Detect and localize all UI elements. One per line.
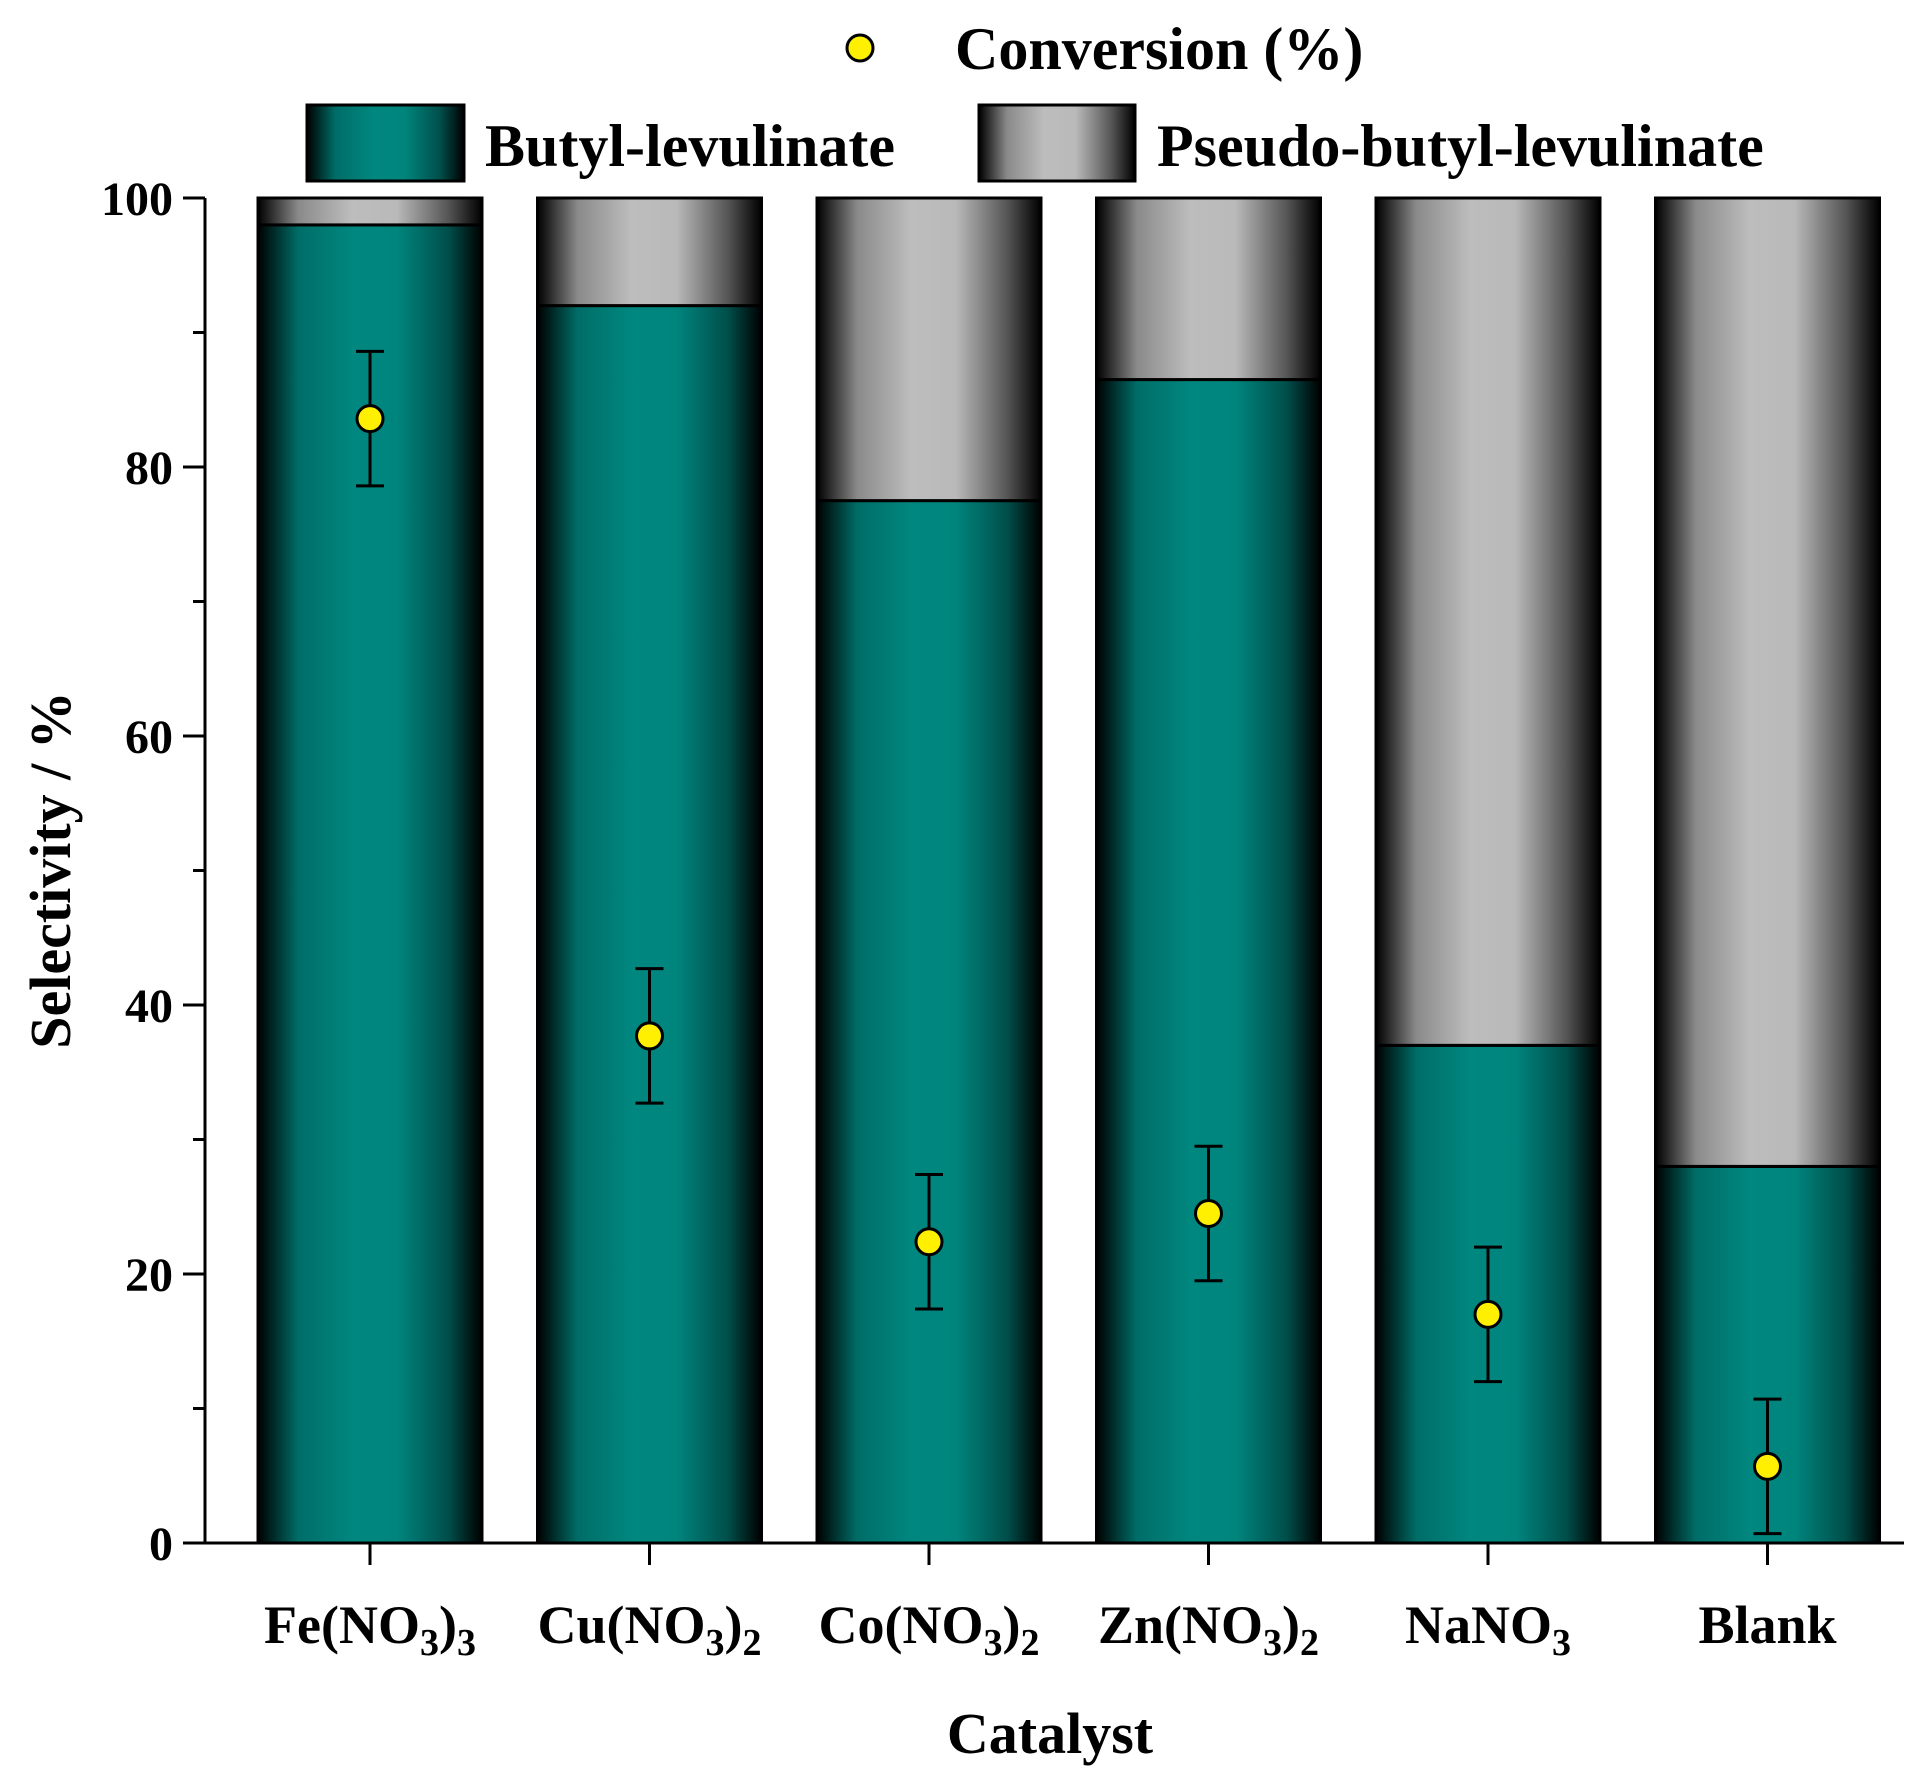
- conversion-point: [1753, 1451, 1782, 1481]
- legend-pseudo-butyl-levulinate-swatch: [977, 103, 1137, 183]
- x-tick-label: Blank: [1698, 1595, 1836, 1655]
- legend-pseudo-butyl-levulinate-label: Pseudo-butyl-levulinate: [1157, 113, 1764, 179]
- x-tick-label-part: ): [439, 1595, 457, 1655]
- x-tick-label: Cu(NO3)2: [538, 1595, 762, 1664]
- bar-pseudo-butyl-levulinate: [1374, 196, 1602, 1047]
- y-tick-label: 80: [125, 442, 173, 495]
- x-tick-label-subscript: 3: [1263, 1622, 1282, 1664]
- x-tick-label-subscript: 3: [457, 1622, 476, 1664]
- bars-layer: [256, 196, 1881, 1545]
- bar-pseudo-butyl-levulinate: [815, 196, 1043, 503]
- bar-pseudo-butyl-levulinate: [1095, 196, 1322, 382]
- legend-butyl-levulinate-swatch: [305, 103, 466, 183]
- conversion-point: [1473, 1299, 1503, 1329]
- legend-item-butyl-levulinate: Butyl-levulinate: [305, 103, 895, 183]
- x-tick-label-subscript: 3: [1552, 1622, 1571, 1664]
- conversion-point: [914, 1227, 944, 1257]
- x-tick-label-subscript: 3: [706, 1622, 725, 1664]
- x-tick-label-part: Fe(NO: [264, 1595, 420, 1655]
- legend-conversion-marker: [845, 33, 875, 63]
- legend-butyl-levulinate-label: Butyl-levulinate: [485, 113, 895, 179]
- bar-pseudo-butyl-levulinate: [256, 196, 484, 227]
- y-tick-label: 40: [125, 980, 173, 1033]
- y-tick-label: 20: [125, 1249, 173, 1302]
- conversion-points-layer: [355, 349, 1782, 1536]
- x-tick-label-part: Co(NO: [819, 1595, 984, 1655]
- x-tick-label: NaNO3: [1405, 1595, 1571, 1664]
- conversion-point: [635, 1021, 664, 1051]
- y-ticks: 0 20 40 60 80 100: [101, 173, 205, 1571]
- legend-item-conversion: Conversion (%): [845, 16, 1363, 82]
- bar-butyl-levulinate: [536, 304, 763, 1545]
- y-tick-label: 100: [101, 173, 173, 226]
- legend-item-pseudo-butyl-levulinate: Pseudo-butyl-levulinate: [977, 103, 1764, 183]
- x-tick-label-part: ): [725, 1595, 743, 1655]
- y-tick-label: 0: [149, 1518, 173, 1571]
- bar-butyl-levulinate: [815, 499, 1043, 1545]
- bar-pseudo-butyl-levulinate: [1654, 196, 1881, 1168]
- x-tick-label: Co(NO3)2: [819, 1595, 1040, 1664]
- y-axis-title: Selectivity / %: [18, 691, 83, 1049]
- y-tick-label: 60: [125, 711, 173, 764]
- x-tick-label-subscript: 2: [1300, 1622, 1319, 1664]
- bar-pseudo-butyl-levulinate: [536, 196, 763, 308]
- x-tick-label-part: ): [1282, 1595, 1300, 1655]
- legend-conversion-label: Conversion (%): [955, 16, 1363, 82]
- x-tick-label: Zn(NO3)2: [1098, 1595, 1319, 1664]
- conversion-point: [1194, 1198, 1223, 1228]
- x-axis-title: Catalyst: [947, 1701, 1154, 1766]
- x-tick-label-part: Cu(NO: [538, 1595, 706, 1655]
- x-tick-label-part: NaNO: [1405, 1595, 1552, 1655]
- legend: Conversion (%) Butyl-levulinate Pseudo-b…: [305, 16, 1764, 183]
- x-ticks: Fe(NO3)3 Cu(NO3)2 Co(NO3)2 Zn(NO3)2 NaNO3 Bla…: [264, 1543, 1837, 1664]
- x-tick-label-subscript: 3: [420, 1622, 439, 1664]
- x-tick-label-part: Blank: [1698, 1595, 1836, 1655]
- x-tick-label: Fe(NO3)3: [264, 1595, 476, 1664]
- bar-butyl-levulinate: [1095, 378, 1322, 1545]
- x-tick-label-part: Zn(NO: [1098, 1595, 1263, 1655]
- conversion-point: [355, 404, 385, 434]
- x-tick-label-subscript: 2: [743, 1622, 762, 1664]
- x-tick-label-part: ): [1003, 1595, 1021, 1655]
- x-tick-label-subscript: 2: [1020, 1622, 1039, 1664]
- x-tick-label-subscript: 3: [984, 1622, 1003, 1664]
